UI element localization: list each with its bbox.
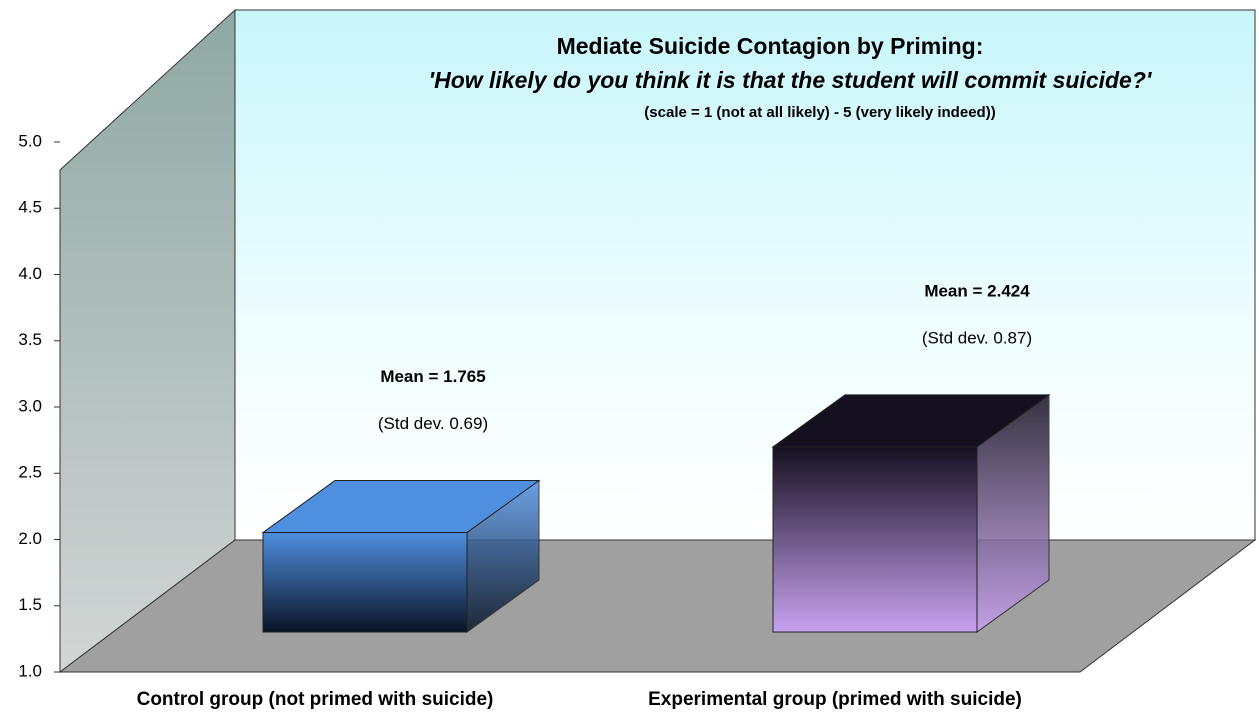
chart-title: Mediate Suicide Contagion by Priming: — [557, 33, 984, 59]
mean-label: Mean = 1.765 — [380, 367, 485, 386]
std-label: (Std dev. 0.87) — [922, 328, 1032, 347]
y-tick-label: 2.0 — [18, 529, 42, 548]
floor — [58, 539, 1257, 673]
chart-subtitle: 'How likely do you think it is that the … — [429, 67, 1153, 93]
mean-label: Mean = 2.424 — [924, 281, 1030, 300]
y-tick-label: 1.5 — [18, 595, 42, 614]
chart-note: (scale = 1 (not at all likely) - 5 (very… — [644, 104, 995, 121]
y-tick-label: 4.0 — [18, 264, 42, 283]
bar — [261, 479, 541, 633]
y-tick-label: 2.5 — [18, 463, 42, 482]
y-tick-label: 3.5 — [18, 330, 42, 349]
y-tick-label: 3.0 — [18, 396, 42, 415]
y-tick-label: 4.5 — [18, 198, 42, 217]
bar-front — [262, 532, 468, 633]
bar — [771, 393, 1051, 633]
bar-front — [772, 446, 978, 633]
x-tick-label: Experimental group (primed with suicide) — [648, 689, 1022, 710]
y-tick-label: 1.0 — [18, 661, 42, 680]
x-tick-label: Control group (not primed with suicide) — [137, 689, 494, 710]
y-tick-label: 5.0 — [18, 131, 42, 150]
std-label: (Std dev. 0.69) — [378, 414, 488, 433]
